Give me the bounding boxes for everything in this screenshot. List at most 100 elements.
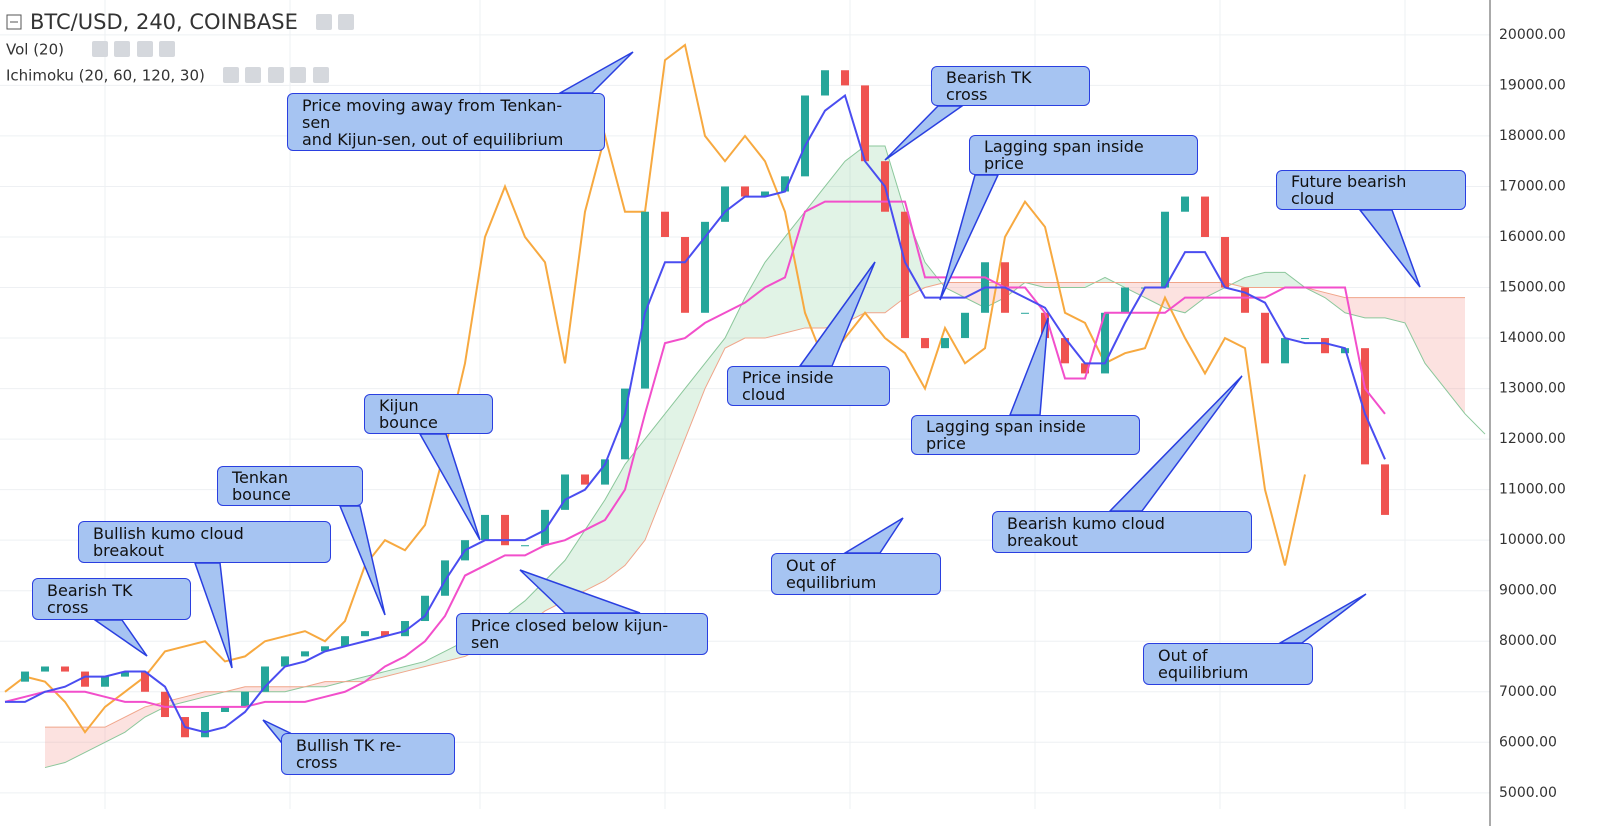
- cloud-fill: [125, 706, 145, 733]
- candle: [921, 338, 929, 349]
- candle: [1241, 287, 1249, 313]
- annotation: Out of equilibrium: [1143, 643, 1313, 685]
- y-tick-label: 20000.00: [1499, 27, 1566, 43]
- annotation-pointer: [338, 505, 386, 616]
- cloud-fill: [65, 727, 85, 763]
- kijun-sen: [4, 200, 1386, 708]
- candle: [1181, 196, 1189, 212]
- candle: [1381, 464, 1389, 515]
- candle: [101, 676, 109, 687]
- cloud-fill: [245, 686, 265, 692]
- candle: [721, 186, 729, 222]
- candle: [161, 691, 169, 718]
- cloud-fill: [945, 282, 965, 298]
- candle: [901, 211, 909, 339]
- candle: [701, 221, 709, 313]
- cloud-fill: [1405, 297, 1425, 364]
- candle: [1321, 338, 1329, 354]
- cloud-fill: [1365, 297, 1385, 318]
- y-tick-label: 19000.00: [1499, 77, 1566, 93]
- annotation: Future bearish cloud: [1276, 170, 1466, 210]
- annotation-pointer: [1358, 209, 1421, 288]
- icon[interactable]: [92, 41, 108, 57]
- cloud-fill: [1425, 297, 1445, 389]
- y-tick-label: 13000.00: [1499, 381, 1566, 397]
- candle: [261, 666, 269, 692]
- candle: [581, 474, 589, 485]
- annotation: Bullish TK re-cross: [281, 733, 455, 775]
- collapse-icon[interactable]: [6, 14, 22, 30]
- annotation: Price closed below kijun-sen: [456, 613, 708, 655]
- candle: [361, 631, 369, 637]
- cloud-fill: [965, 282, 985, 308]
- cloud-fill: [1325, 292, 1345, 313]
- cloud-fill: [425, 651, 445, 667]
- candle: [421, 595, 429, 622]
- candle: [441, 560, 449, 596]
- y-tick-label: 8000.00: [1499, 633, 1557, 649]
- annotation: Out of equilibrium: [771, 553, 941, 595]
- annotation-pointer: [92, 619, 148, 657]
- cloud-fill: [1125, 282, 1145, 298]
- annotation: Price inside cloud: [727, 366, 890, 406]
- cloud-fill: [705, 338, 725, 389]
- icon[interactable]: [114, 41, 130, 57]
- icon[interactable]: [137, 41, 153, 57]
- candle: [501, 514, 509, 546]
- y-tick-label: 12000.00: [1499, 431, 1566, 447]
- candle: [1121, 287, 1129, 313]
- candle: [61, 666, 69, 672]
- cloud-fill: [725, 297, 745, 349]
- icon[interactable]: [338, 14, 354, 30]
- icon[interactable]: [313, 67, 329, 83]
- icon[interactable]: [245, 67, 261, 83]
- volume-label: Vol (20): [6, 41, 64, 59]
- candle: [281, 656, 289, 667]
- cloud-fill: [805, 186, 825, 328]
- annotation: Lagging span inside price: [969, 135, 1198, 175]
- annotation: Bearish TK cross: [32, 578, 191, 620]
- candle: [841, 70, 849, 86]
- icon[interactable]: [223, 67, 239, 83]
- cloud-fill: [885, 146, 905, 313]
- annotation-pointer: [418, 433, 481, 541]
- icon[interactable]: [159, 41, 175, 57]
- cloud-fill: [765, 236, 785, 339]
- y-tick-label: 7000.00: [1499, 684, 1557, 700]
- cloud-fill: [365, 671, 385, 682]
- cloud-fill: [105, 717, 125, 743]
- annotation-pointer: [884, 105, 965, 161]
- candle: [41, 666, 49, 672]
- icon[interactable]: [268, 67, 284, 83]
- candle: [221, 706, 229, 712]
- candle: [1221, 236, 1229, 288]
- annotation: Price moving away from Tenkan-sen and Ki…: [287, 93, 605, 151]
- annotation: Lagging span inside price: [911, 415, 1140, 455]
- candle: [241, 691, 249, 707]
- annotation: Bearish TK cross: [931, 66, 1090, 106]
- header: BTC/USD, 240, COINBASE Vol (20) Ichimoku…: [6, 10, 354, 85]
- candle: [1161, 211, 1169, 288]
- candle: [681, 236, 689, 313]
- cloud-fill: [1065, 282, 1085, 288]
- candle: [401, 621, 409, 637]
- icon[interactable]: [290, 67, 306, 83]
- annotation-pointer: [1277, 593, 1367, 644]
- cloud-fill: [905, 211, 925, 298]
- cloud-fill: [405, 661, 425, 672]
- candle: [1281, 338, 1289, 364]
- candle: [1361, 348, 1369, 465]
- symbol-title: BTC/USD, 240, COINBASE: [30, 10, 298, 34]
- annotation: Bullish kumo cloud breakout: [78, 521, 331, 563]
- candle: [801, 95, 809, 177]
- cloud-fill: [165, 696, 185, 707]
- y-tick-label: 14000.00: [1499, 330, 1566, 346]
- cloud-fill: [645, 413, 665, 541]
- y-tick-label: 16000.00: [1499, 229, 1566, 245]
- candle: [601, 459, 609, 485]
- leading-span-a: [44, 145, 1486, 769]
- candle: [521, 545, 529, 547]
- annotation-pointer: [842, 517, 904, 554]
- icon[interactable]: [316, 14, 332, 30]
- candle: [741, 186, 749, 197]
